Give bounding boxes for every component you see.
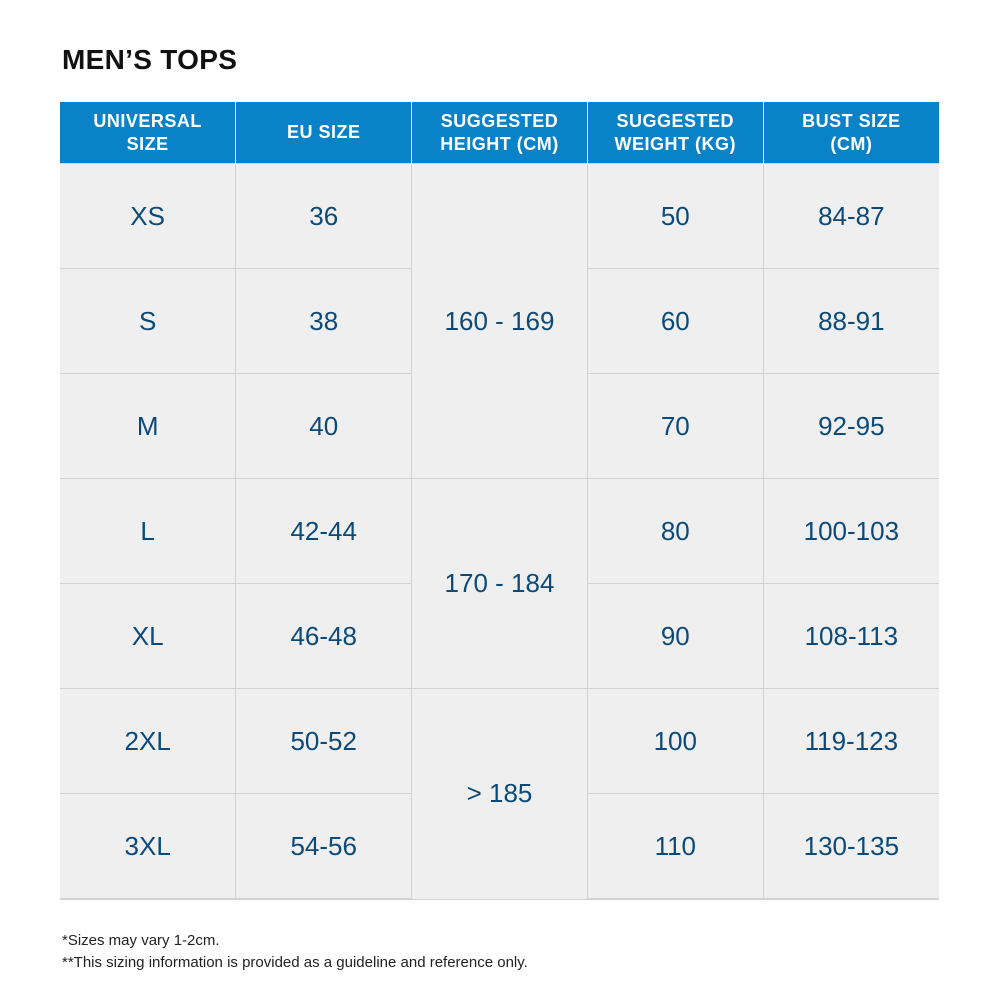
cell-suggested-weight: 80: [586, 478, 764, 584]
header-suggested-weight-line: WEIGHT (KG): [614, 133, 737, 154]
cell-universal-size: L: [60, 478, 237, 584]
table-row: XL 46-48 90 108-113: [60, 583, 939, 689]
header-suggested-weight-line: SUGGESTED: [616, 110, 735, 131]
footnote-variance: *Sizes may vary 1-2cm.: [62, 932, 220, 949]
header-eu-size-line: EU SIZE: [286, 122, 361, 142]
header-suggested-weight: SUGGESTED WEIGHT (KG): [586, 102, 764, 164]
header-universal-size-line: SIZE: [126, 133, 169, 154]
cell-bust-size: 119-123: [762, 688, 939, 794]
cell-eu-size: 40: [235, 373, 413, 479]
cell-universal-size: XL: [60, 583, 237, 689]
header-suggested-height-line: HEIGHT (CM): [440, 133, 559, 154]
cell-bust-size: 108-113: [762, 583, 939, 689]
cell-eu-size: 54-56: [235, 793, 413, 900]
table-row: 2XL 50-52 > 185 100 119-123: [60, 688, 939, 900]
cell-universal-size: 2XL: [60, 688, 237, 794]
cell-eu-size: 36: [235, 163, 413, 269]
header-universal-size: UNIVERSAL SIZE: [60, 102, 237, 164]
table-row: XS 36 160 - 169 50 84-87: [60, 163, 939, 479]
header-suggested-height-line: SUGGESTED: [440, 110, 559, 131]
cell-suggested-height: 160 - 169: [411, 163, 588, 479]
size-chart-table: UNIVERSAL SIZE EU SIZE SUGGESTED HEIGHT …: [60, 102, 939, 900]
table-row: 3XL 54-56 110 130-135: [60, 793, 939, 900]
cell-universal-size: S: [60, 268, 237, 374]
header-bust-size-line: (CM): [830, 133, 873, 154]
cell-suggested-weight: 70: [586, 373, 764, 479]
cell-bust-size: 88-91: [762, 268, 939, 374]
cell-suggested-height: 170 - 184: [411, 478, 588, 689]
cell-bust-size: 92-95: [762, 373, 939, 479]
cell-suggested-weight: 100: [586, 688, 764, 794]
table-header-row: UNIVERSAL SIZE EU SIZE SUGGESTED HEIGHT …: [60, 102, 939, 164]
header-universal-size-line: UNIVERSAL: [93, 110, 202, 131]
header-eu-size: EU SIZE: [235, 102, 413, 164]
cell-suggested-height: > 185: [411, 688, 588, 900]
cell-eu-size: 38: [235, 268, 413, 374]
cell-suggested-weight: 60: [586, 268, 764, 374]
footnotes: *Sizes may vary 1-2cm. **This sizing inf…: [62, 930, 528, 974]
cell-universal-size: M: [60, 373, 237, 479]
header-bust-size: BUST SIZE (CM): [762, 102, 939, 164]
header-bust-size-line: BUST SIZE: [802, 110, 901, 131]
cell-suggested-weight: 90: [586, 583, 764, 689]
table-row: L 42-44 170 - 184 80 100-103: [60, 478, 939, 689]
cell-bust-size: 84-87: [762, 163, 939, 269]
cell-suggested-weight: 50: [586, 163, 764, 269]
cell-suggested-weight: 110: [586, 793, 764, 900]
cell-eu-size: 42-44: [235, 478, 413, 584]
cell-bust-size: 130-135: [762, 793, 939, 900]
cell-universal-size: XS: [60, 163, 237, 269]
cell-universal-size: 3XL: [60, 793, 237, 900]
cell-bust-size: 100-103: [762, 478, 939, 584]
page-title: MEN’S TOPS: [62, 44, 238, 75]
header-suggested-height: SUGGESTED HEIGHT (CM): [411, 102, 588, 164]
cell-eu-size: 50-52: [235, 688, 413, 794]
table-row: M 40 70 92-95: [60, 373, 939, 479]
footnote-disclaimer: **This sizing information is provided as…: [62, 954, 528, 971]
cell-eu-size: 46-48: [235, 583, 413, 689]
